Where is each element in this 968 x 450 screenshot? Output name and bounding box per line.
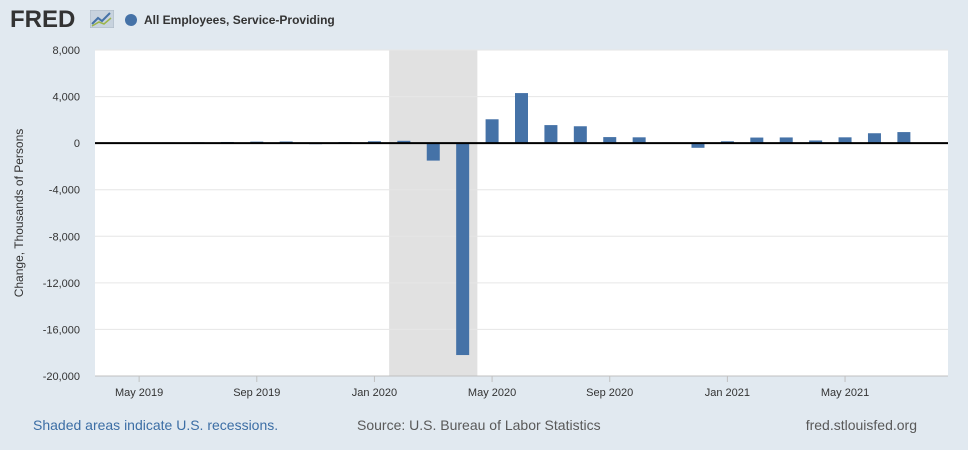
x-tick-label: Jan 2020 (352, 387, 397, 399)
data-bar (750, 137, 764, 144)
data-bar (485, 119, 499, 144)
data-bar (515, 93, 528, 144)
legend-marker (125, 14, 137, 26)
y-tick-label: 8,000 (52, 45, 80, 57)
x-tick-label: May 2019 (115, 387, 163, 399)
data-bar (897, 132, 911, 144)
x-tick-label: May 2021 (821, 387, 869, 399)
data-bar (544, 125, 558, 144)
fred-logo[interactable]: FRED (10, 6, 76, 33)
x-tick-label: Jan 2021 (705, 387, 750, 399)
data-bar (603, 137, 617, 144)
recession-note-link[interactable]: Shaded areas indicate U.S. recessions. (33, 417, 279, 433)
data-bar (691, 143, 705, 148)
data-bar (573, 126, 587, 144)
y-tick-label: -8,000 (49, 231, 80, 243)
data-bar (779, 137, 793, 144)
site-url[interactable]: fred.stlouisfed.org (805, 417, 917, 433)
x-tick-label: May 2020 (468, 387, 516, 399)
y-tick-label: 4,000 (52, 92, 80, 104)
data-bar (867, 133, 881, 144)
chart-header: FRED All Employees, Service-Providing (0, 0, 968, 40)
x-tick-label: Sep 2020 (586, 387, 633, 399)
source-text: Source: U.S. Bureau of Labor Statistics (357, 417, 601, 433)
data-bar (809, 140, 823, 144)
bar-chart: Change, Thousands of Persons 8,000 4,000 0… (12, 45, 948, 399)
y-tick-label: -12,000 (43, 278, 80, 290)
legend-series-label[interactable]: All Employees, Service-Providing (144, 13, 335, 27)
y-tick-label: -4,000 (49, 185, 80, 197)
y-tick-label: 0 (74, 138, 80, 150)
data-bar (456, 143, 470, 356)
y-tick-label: -20,000 (43, 371, 80, 383)
x-tick-label: Sep 2019 (233, 387, 280, 399)
y-axis-title: Change, Thousands of Persons (12, 129, 26, 298)
fred-graph-icon (90, 10, 114, 28)
data-bar (838, 137, 852, 144)
y-tick-label: -16,000 (43, 324, 80, 336)
data-bar (426, 143, 440, 161)
data-bar (397, 140, 411, 144)
data-bar (632, 137, 646, 144)
